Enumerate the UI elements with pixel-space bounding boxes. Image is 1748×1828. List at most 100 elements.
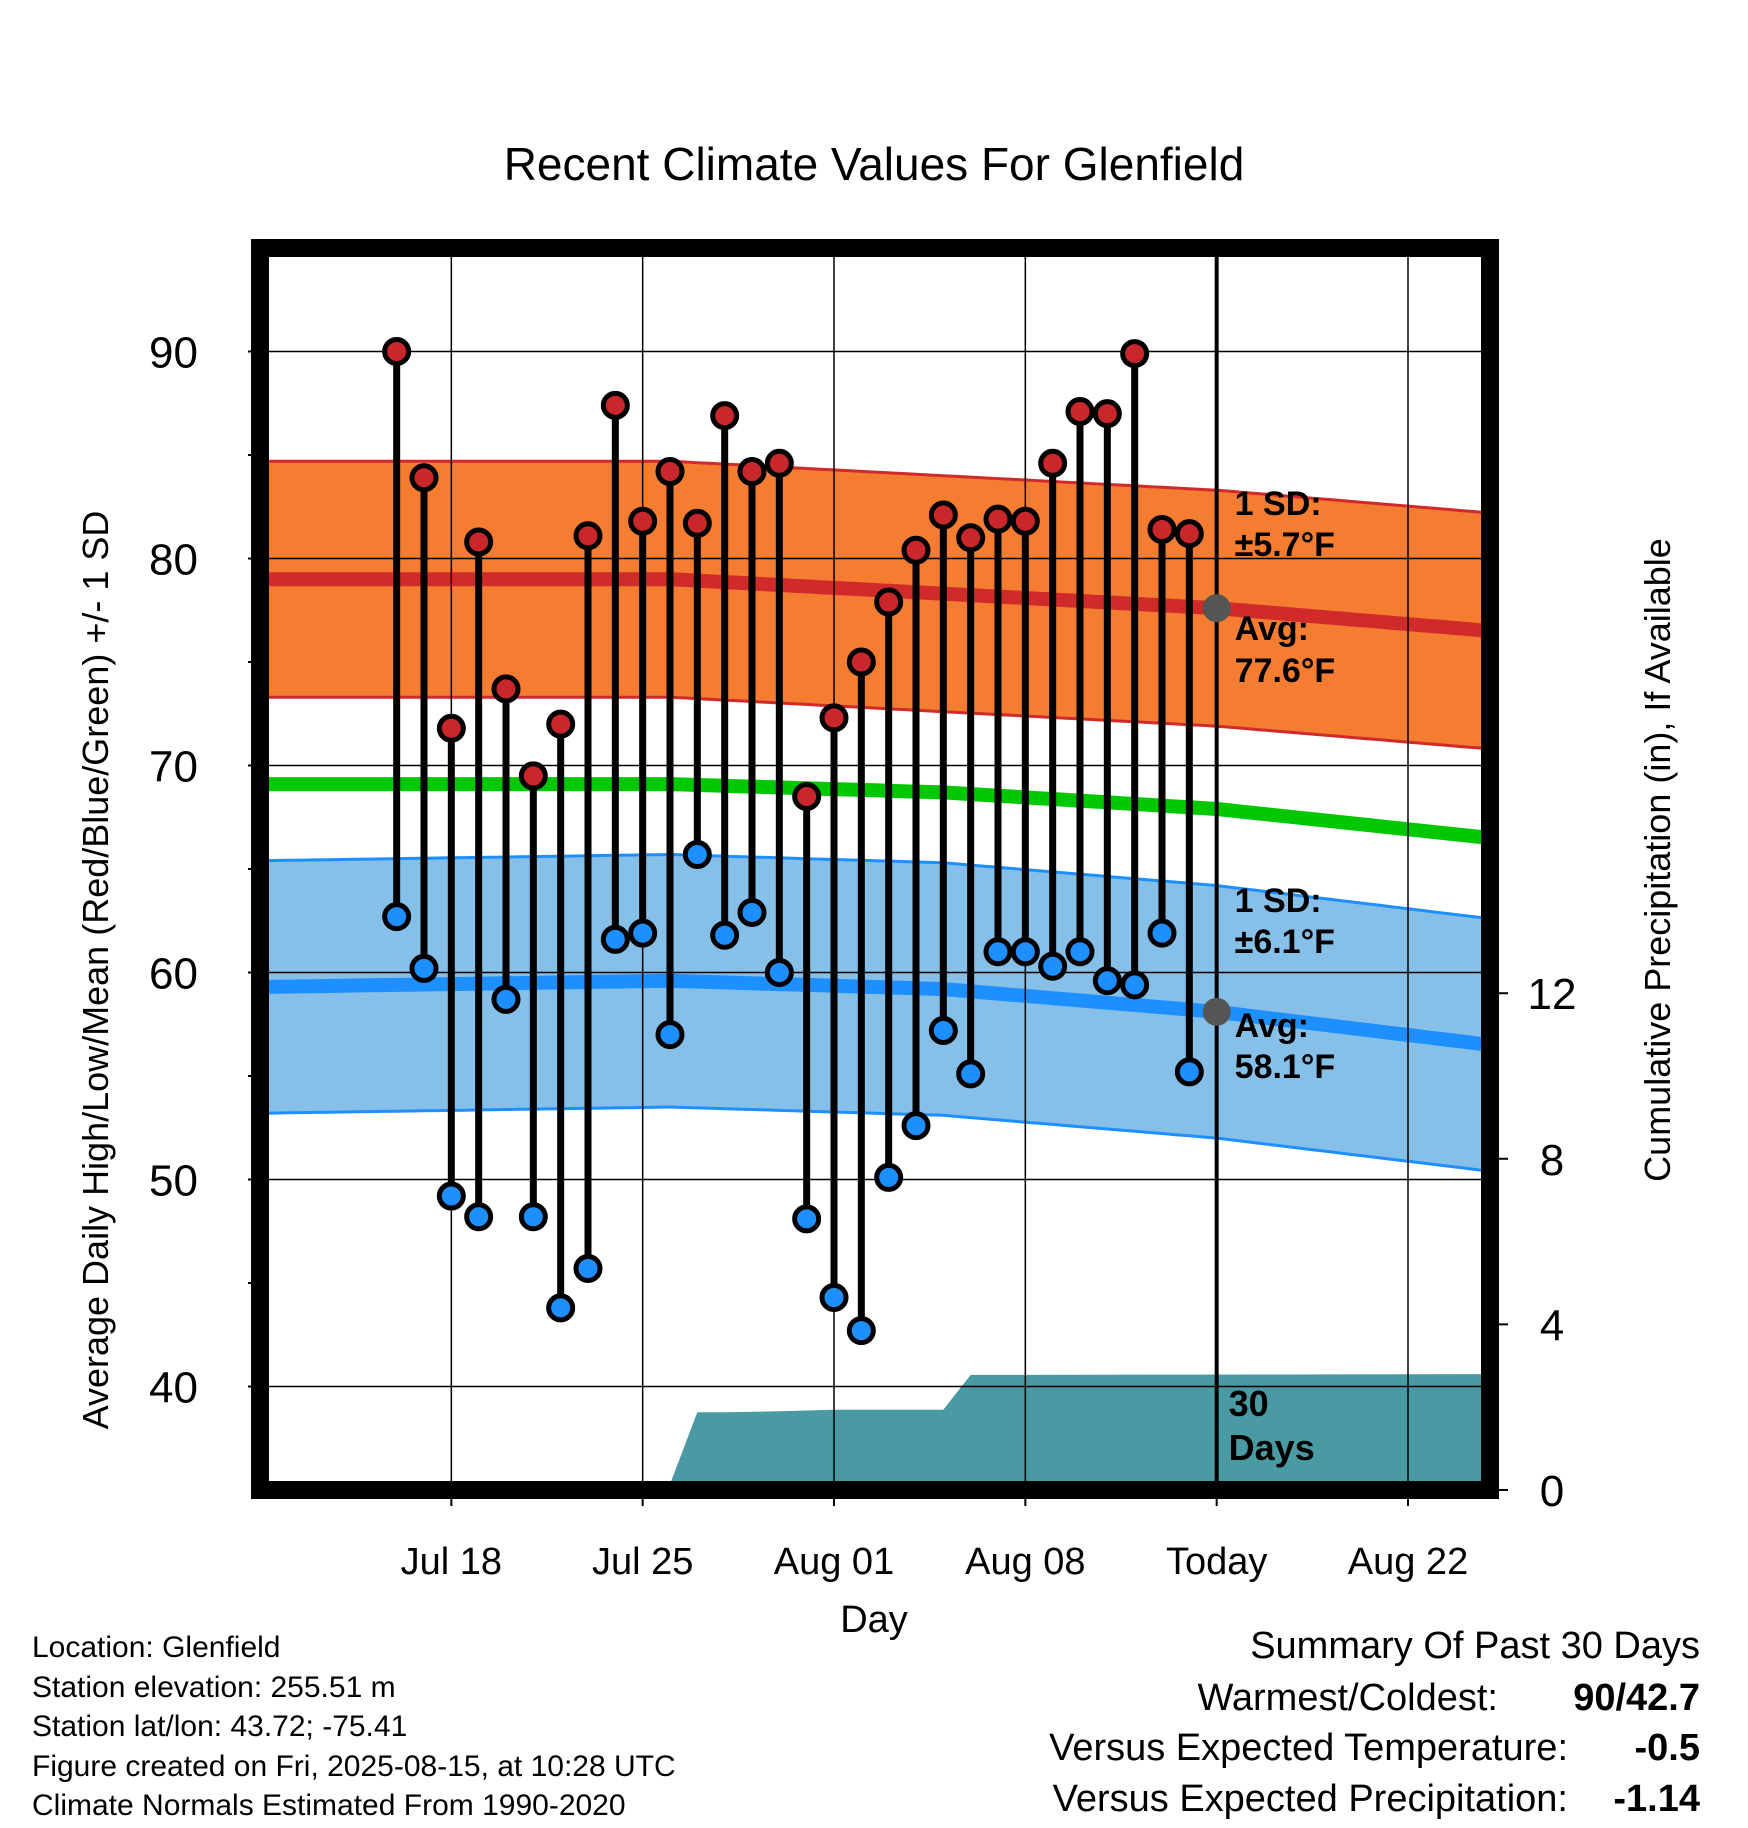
obs-low-point <box>1092 966 1122 996</box>
obs-low-point <box>901 1111 931 1141</box>
y2-tick-label: 4 <box>1540 1301 1564 1350</box>
obs-low-point <box>491 984 521 1014</box>
obs-low-point <box>1174 1057 1204 1087</box>
obs-low-point <box>737 897 767 927</box>
summary-panel: Summary Of Past 30 Days Warmest/Coldest:… <box>1049 1625 1700 1820</box>
obs-low-point <box>655 1020 685 1050</box>
obs-low-point <box>928 1015 958 1045</box>
x-tick-label: Jul 25 <box>592 1541 693 1583</box>
obs-low-point <box>983 937 1013 967</box>
x-tick-label: Today <box>1166 1541 1267 1583</box>
period-unit: Days <box>1229 1427 1315 1468</box>
y2-tick-label: 12 <box>1528 970 1577 1019</box>
chart-title: Recent Climate Values For Glenfield <box>504 138 1245 190</box>
y-tick-label: 90 <box>149 329 198 378</box>
y2-tick-label: 0 <box>1540 1467 1564 1516</box>
obs-high-point <box>655 457 685 487</box>
obs-high-point <box>682 508 712 538</box>
obs-low-point <box>1065 937 1095 967</box>
obs-low-point <box>1147 918 1177 948</box>
low-sd-value: ±6.1°F <box>1235 923 1335 961</box>
obs-high-point <box>518 761 548 791</box>
x-axis-label: Day <box>840 1599 908 1641</box>
high-sd-value: ±5.7°F <box>1235 526 1335 564</box>
info-elevation: Station elevation: 255.51 m <box>32 1671 396 1704</box>
low-sd-label: 1 SD: <box>1235 882 1322 920</box>
obs-low-point <box>682 840 712 870</box>
today-avg-low-marker <box>1202 997 1231 1026</box>
y-tick-label: 40 <box>149 1364 198 1413</box>
obs-high-point <box>573 521 603 551</box>
y2-tick-label: 8 <box>1540 1136 1564 1185</box>
low-sd-band <box>260 852 1490 1173</box>
precip-area <box>260 1374 1490 1490</box>
high-sd-label: 1 SD: <box>1235 485 1322 523</box>
obs-high-point <box>1174 519 1204 549</box>
info-created: Figure created on Fri, 2025-08-15, at 10… <box>32 1750 676 1783</box>
obs-high-point <box>1010 506 1040 536</box>
obs-low-point <box>409 953 439 983</box>
y-axis-label: Average Daily High/Low/Mean (Red/Blue/Gr… <box>75 511 116 1430</box>
y-tick-label: 50 <box>149 1157 198 1206</box>
obs-low-point <box>436 1181 466 1211</box>
obs-low-point <box>874 1162 904 1192</box>
high-avg-label: Avg: <box>1235 610 1309 648</box>
avg-low-line <box>260 973 1490 1052</box>
station-info: Location: Glenfield Station elevation: 2… <box>32 1631 676 1822</box>
y-tick-label: 70 <box>149 743 198 792</box>
summary-warmest-label: Warmest/Coldest: <box>1197 1677 1498 1719</box>
obs-high-point <box>628 506 658 536</box>
plot-layers <box>260 248 1490 1490</box>
obs-low-point <box>518 1202 548 1232</box>
obs-low-point <box>792 1204 822 1234</box>
obs-low-point <box>382 902 412 932</box>
obs-high-point <box>1147 515 1177 545</box>
obs-low-point <box>819 1282 849 1312</box>
obs-high-point <box>1038 448 1068 478</box>
obs-high-point <box>1120 339 1150 369</box>
obs-low-point <box>764 958 794 987</box>
low-avg-label: Avg: <box>1235 1007 1309 1045</box>
obs-high-point <box>464 527 494 557</box>
obs-high-point <box>901 535 931 565</box>
obs-high-point <box>1092 399 1122 429</box>
info-location: Location: Glenfield <box>32 1631 281 1664</box>
obs-high-point <box>819 703 849 733</box>
summary-warmest-value: 90/42.7 <box>1573 1677 1700 1719</box>
obs-low-point <box>1120 970 1150 1000</box>
obs-high-point <box>956 523 986 553</box>
today-avg-high-marker <box>1202 594 1231 623</box>
obs-low-point <box>600 924 630 954</box>
x-tick-label: Jul 18 <box>401 1541 502 1583</box>
x-tick-label: Aug 01 <box>774 1541 894 1583</box>
obs-low-point <box>464 1202 494 1232</box>
obs-low-point <box>546 1293 576 1323</box>
period-number: 30 <box>1229 1383 1269 1424</box>
low-avg-value: 58.1°F <box>1235 1048 1336 1086</box>
obs-high-point <box>737 457 767 487</box>
obs-low-point <box>846 1316 876 1346</box>
obs-low-point <box>710 920 740 950</box>
info-normals: Climate Normals Estimated From 1990-2020 <box>32 1789 626 1822</box>
summary-warmest-high: 90 <box>1573 1677 1615 1719</box>
obs-high-point <box>846 647 876 677</box>
info-latlon: Station lat/lon: 43.72; -75.41 <box>32 1710 407 1743</box>
obs-high-point <box>491 674 521 704</box>
summary-temp-label: Versus Expected Temperature: <box>1049 1727 1568 1769</box>
obs-low-point <box>573 1254 603 1284</box>
obs-high-point <box>600 390 630 420</box>
summary-precip-label: Versus Expected Precipitation: <box>1053 1778 1568 1820</box>
obs-high-point <box>710 401 740 431</box>
obs-high-point <box>928 500 958 530</box>
summary-warmest-low: 42.7 <box>1626 1677 1700 1719</box>
obs-low-point <box>1010 937 1040 967</box>
summary-temp-value: -0.5 <box>1635 1727 1700 1769</box>
obs-high-point <box>983 504 1013 534</box>
avg-mean-line <box>260 777 1490 845</box>
y-tick-label: 60 <box>149 950 198 999</box>
obs-high-point <box>382 337 412 366</box>
obs-high-point <box>1065 397 1095 427</box>
x-tick-label: Aug 22 <box>1348 1541 1468 1583</box>
